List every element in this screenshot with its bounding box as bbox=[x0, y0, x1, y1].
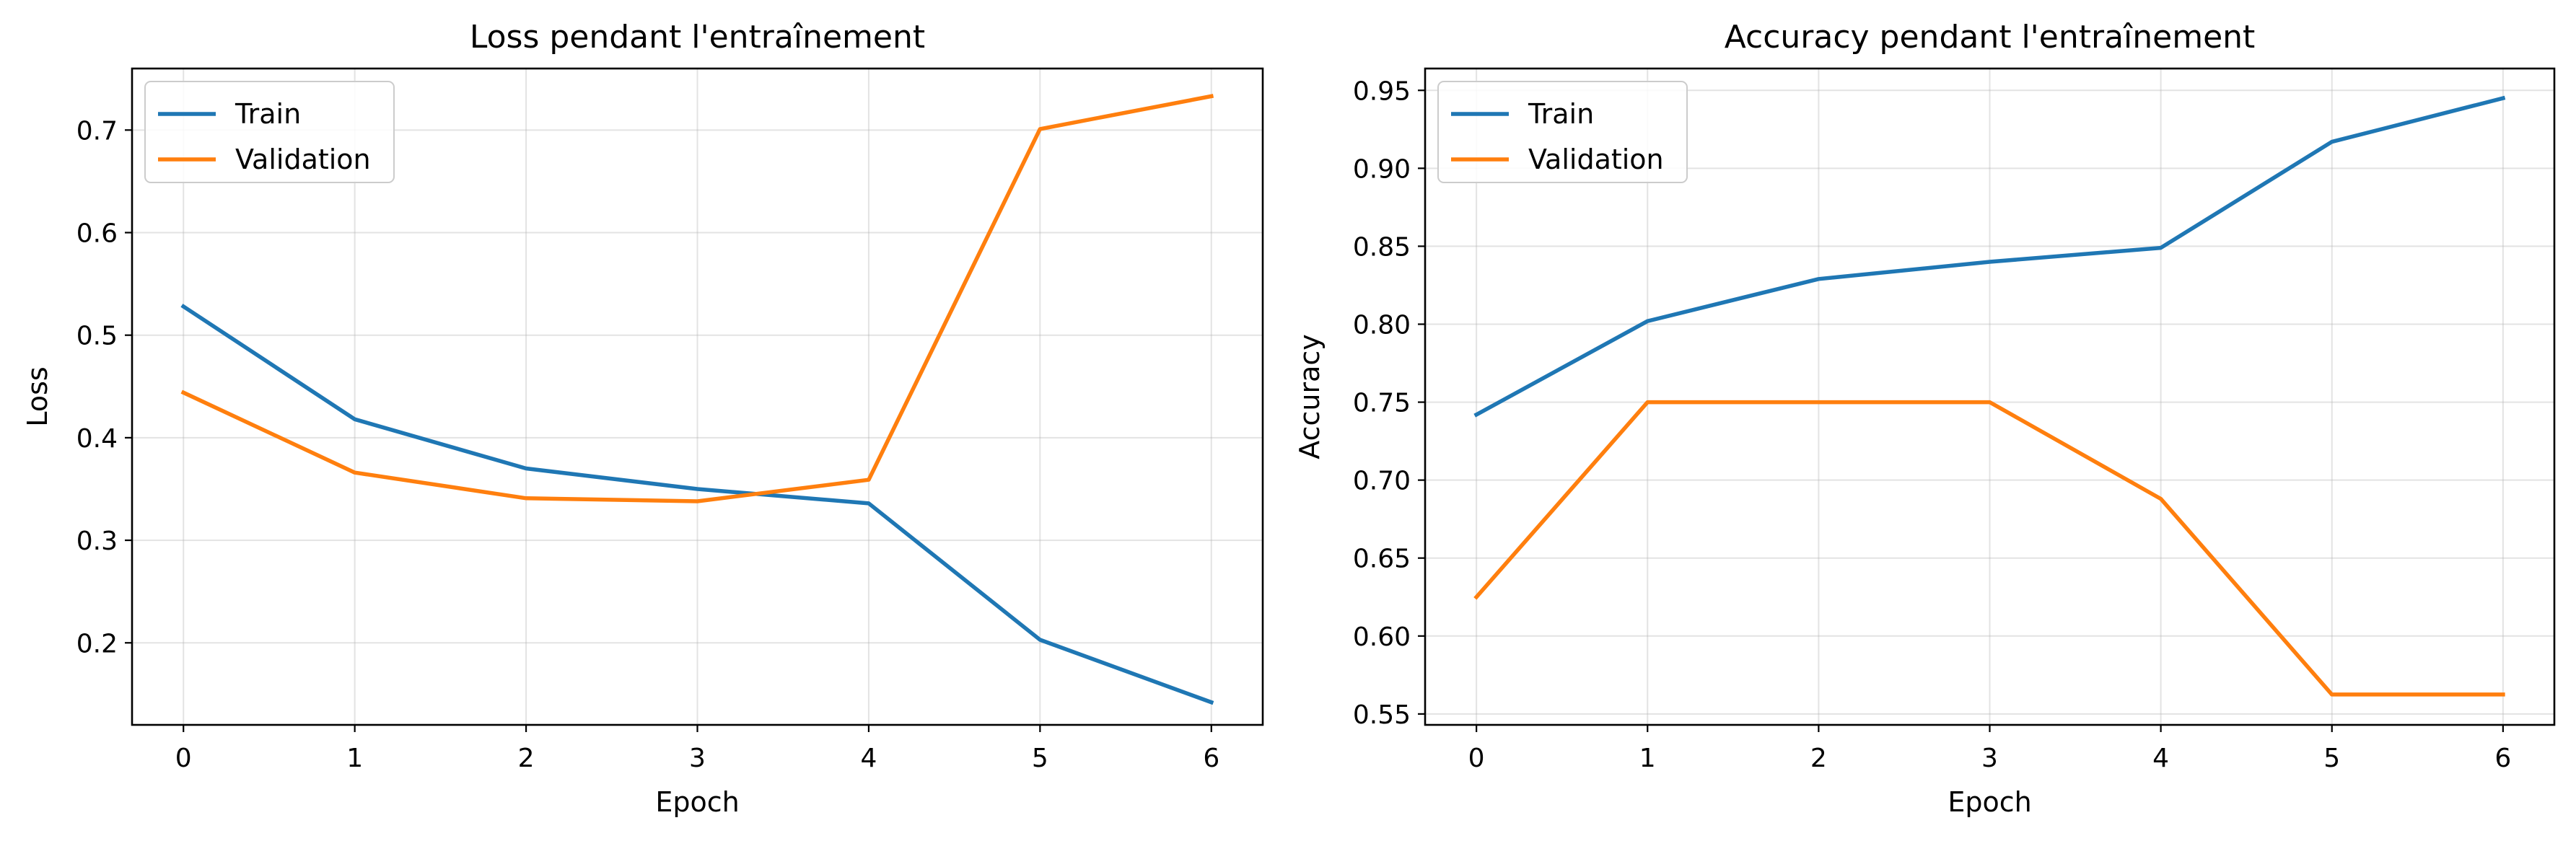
legend-label-train: Train bbox=[1528, 98, 1594, 130]
x-tick-label: 2 bbox=[518, 744, 535, 773]
x-tick-label: 0 bbox=[175, 744, 192, 773]
series-line-train bbox=[180, 304, 1214, 705]
legend: Train Validation bbox=[144, 81, 395, 183]
x-tick-label: 6 bbox=[1203, 744, 1219, 773]
chart-accuracy: 0 1 2 3 4 5 6 0.55 0.60 0.65 0.70 0.75 0.80 0.85 0.90 0… bbox=[1294, 19, 2556, 818]
chart-loss: 0 1 2 3 4 5 6 0.2 0.3 0.4 0.5 0.6 0.7 Loss pendant l'… bbox=[22, 19, 1264, 818]
y-tick-label: 0.2 bbox=[76, 629, 118, 659]
x-tick-label: 5 bbox=[1032, 744, 1048, 773]
y-tick-label: 0.7 bbox=[76, 116, 118, 146]
x-axis-label: Epoch bbox=[1948, 786, 2031, 818]
y-tick-label: 0.4 bbox=[76, 424, 118, 454]
y-axis-label: Accuracy bbox=[1294, 334, 1326, 459]
x-tick-label: 5 bbox=[2323, 744, 2340, 773]
legend-box bbox=[144, 81, 395, 183]
y-tick-label: 0.70 bbox=[1353, 467, 1411, 496]
legend-label-train: Train bbox=[235, 98, 301, 130]
x-tick-label: 1 bbox=[346, 744, 363, 773]
legend-label-validation: Validation bbox=[1528, 144, 1664, 175]
y-tick-label: 0.3 bbox=[76, 527, 118, 556]
x-tick-label: 2 bbox=[1810, 744, 1827, 773]
legend-box bbox=[1437, 81, 1688, 183]
y-tick-label: 0.75 bbox=[1353, 389, 1411, 418]
chart-title: Accuracy pendant l'entraînement bbox=[1725, 19, 2256, 56]
x-tick-label: 6 bbox=[2494, 744, 2511, 773]
grid bbox=[132, 69, 1263, 725]
legend: Train Validation bbox=[1437, 81, 1688, 183]
legend-label-validation: Validation bbox=[235, 144, 371, 175]
y-tick-label: 0.80 bbox=[1353, 310, 1411, 340]
series-line-validation bbox=[180, 94, 1214, 503]
chart-title: Loss pendant l'entraînement bbox=[470, 19, 925, 56]
y-tick-label: 0.60 bbox=[1353, 622, 1411, 652]
y-tick-label: 0.85 bbox=[1353, 232, 1411, 262]
y-tick-label: 0.90 bbox=[1353, 154, 1411, 184]
y-tick-label: 0.65 bbox=[1353, 545, 1411, 574]
y-tick-label: 0.95 bbox=[1353, 76, 1411, 106]
y-tick-label: 0.6 bbox=[76, 219, 118, 249]
y-tick-label: 0.5 bbox=[76, 322, 118, 351]
x-tick-label: 4 bbox=[2152, 744, 2169, 773]
x-tick-label: 1 bbox=[1639, 744, 1656, 773]
x-tick-label: 0 bbox=[1468, 744, 1485, 773]
x-tick-label: 4 bbox=[860, 744, 877, 773]
series-line-train bbox=[1473, 95, 2506, 418]
x-tick-label: 3 bbox=[689, 744, 706, 773]
x-tick-label: 3 bbox=[1981, 744, 1998, 773]
x-axis-label: Epoch bbox=[655, 786, 739, 818]
series-line-validation bbox=[1473, 400, 2505, 697]
y-tick-label: 0.55 bbox=[1353, 700, 1411, 730]
y-axis-label: Loss bbox=[22, 366, 53, 426]
